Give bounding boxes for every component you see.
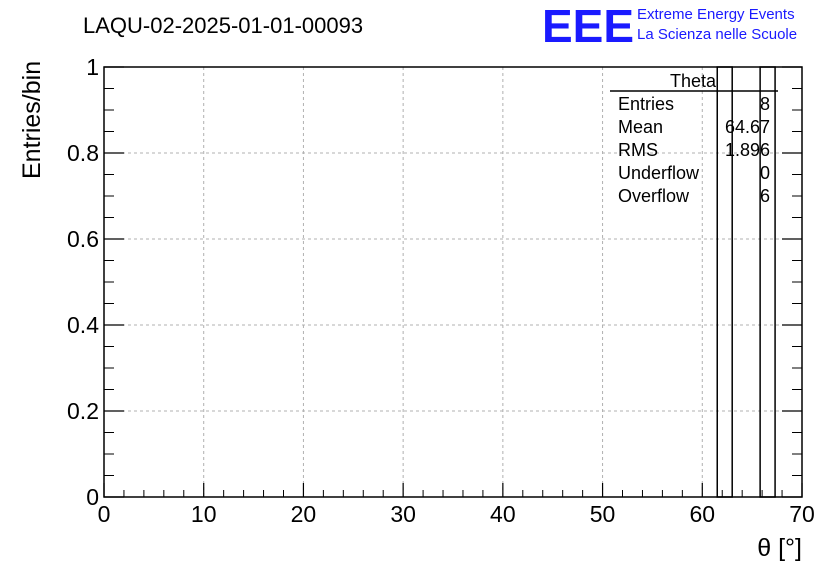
eee-logo: EEE Extreme Energy Events La Scienza nel… — [542, 0, 797, 52]
stats-row-label: RMS — [618, 140, 658, 160]
x-tick-label: 60 — [689, 501, 715, 527]
stats-row-label: Mean — [618, 117, 663, 137]
logo-line-1: Extreme Energy Events — [637, 6, 795, 23]
stats-box: Theta Entries 8 Mean 64.67 RMS 1.896 Underflow… — [610, 71, 778, 206]
x-tick-label: 50 — [590, 501, 616, 527]
x-tick-labels: 0 10 20 30 40 50 60 70 — [98, 501, 815, 527]
stats-row-label: Overflow — [618, 186, 690, 206]
x-axis-title: θ [°] — [757, 534, 802, 562]
stats-rows: Entries 8 Mean 64.67 RMS 1.896 Underflow 0 Overf… — [618, 94, 770, 206]
y-tick-label: 0.2 — [67, 398, 99, 424]
stats-row-value: 0 — [760, 163, 770, 183]
stats-row-label: Entries — [618, 94, 674, 114]
x-tick-label: 40 — [490, 501, 516, 527]
y-tick-label: 0 — [86, 484, 99, 510]
x-tick-label: 10 — [191, 501, 217, 527]
stats-row-label: Underflow — [618, 163, 700, 183]
y-tick-label: 1 — [86, 54, 99, 80]
stats-row-value: 64.67 — [725, 117, 770, 137]
stats-row-value: 1.896 — [725, 140, 770, 160]
x-tick-label: 20 — [291, 501, 317, 527]
logo-line-2: La Scienza nelle Scuole — [637, 26, 797, 43]
x-tick-label: 30 — [390, 501, 416, 527]
y-tick-labels: 0 0.2 0.4 0.6 0.8 1 — [67, 54, 99, 510]
stats-row-value: 8 — [760, 94, 770, 114]
stats-row-value: 6 — [760, 186, 770, 206]
y-tick-label: 0.6 — [67, 226, 99, 252]
plot-frame — [103, 66, 803, 498]
x-tick-label: 0 — [98, 501, 111, 527]
x-tick-label: 70 — [789, 501, 815, 527]
grid — [104, 67, 802, 497]
logo-mark: EEE — [542, 0, 634, 52]
axis-ticks — [103, 66, 803, 498]
y-axis-title: Entries/bin — [18, 61, 46, 179]
y-tick-label: 0.4 — [67, 312, 99, 338]
stats-box-name: Theta — [670, 71, 717, 91]
y-tick-label: 0.8 — [67, 140, 99, 166]
run-title: LAQU-02-2025-01-01-00093 — [83, 13, 363, 38]
